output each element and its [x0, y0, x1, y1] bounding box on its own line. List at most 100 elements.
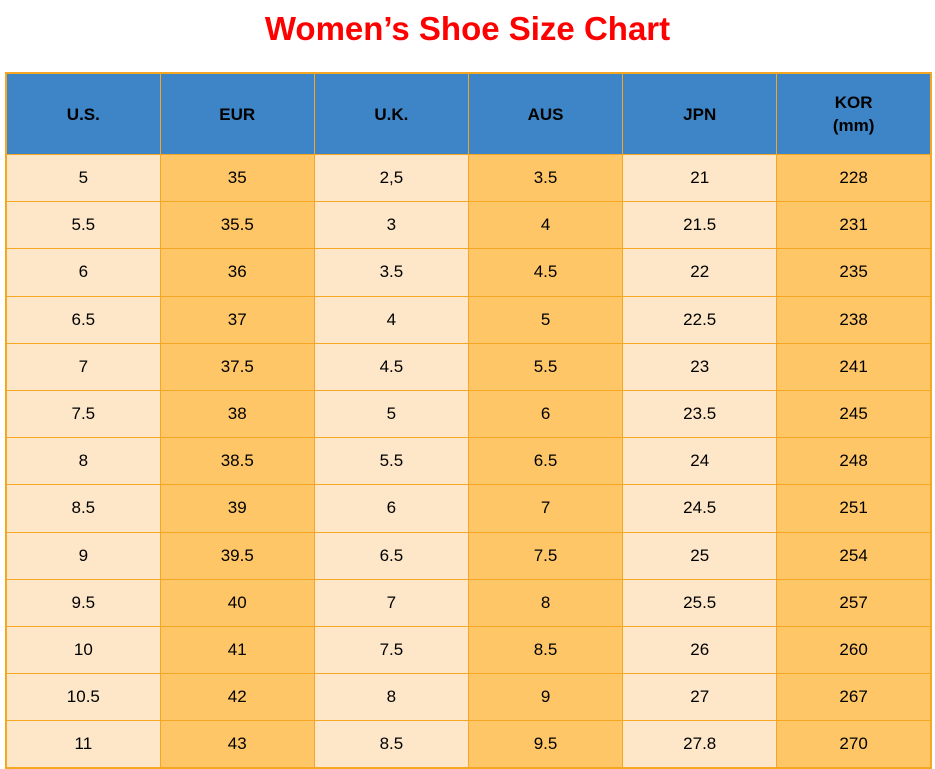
cell-u-s: 9: [5, 531, 161, 580]
cell-u-s: 8: [5, 437, 161, 486]
table-header-row: U.S. EUR U.K. AUS JPN KOR (mm): [5, 72, 932, 155]
cell-jpn: 27: [622, 673, 778, 722]
table-row: 9.5 40 7 8 25.5 257: [5, 578, 932, 627]
cell-eur: 37: [159, 295, 315, 344]
cell-eur: 41: [159, 625, 315, 675]
table-row: 11 43 8.5 9.5 27.8 270: [5, 720, 932, 769]
cell-u-s: 8.5: [5, 484, 161, 533]
table-header: U.S. EUR U.K. AUS JPN KOR (mm): [5, 72, 932, 155]
cell-u-k: 6.5: [313, 531, 469, 580]
cell-aus: 9.5: [467, 720, 624, 769]
cell-jpn: 26: [622, 625, 778, 675]
cell-jpn: 21: [622, 153, 778, 203]
cell-aus: 8: [467, 578, 624, 627]
column-header-label: EUR: [219, 104, 256, 124]
cell-eur: 38.5: [159, 437, 315, 486]
cell-eur: 39.5: [159, 531, 315, 580]
cell-aus: 5.5: [467, 342, 624, 391]
column-header-jpn: JPN: [622, 72, 778, 155]
cell-u-k: 8.5: [313, 720, 469, 769]
cell-u-s: 5.5: [5, 201, 161, 250]
cell-kor: 254: [776, 531, 932, 580]
cell-eur: 35: [159, 153, 315, 203]
cell-eur: 38: [159, 389, 315, 439]
cell-aus: 6.5: [467, 437, 624, 486]
column-header-label: AUS: [527, 104, 564, 124]
cell-u-k: 3: [313, 201, 469, 250]
cell-jpn: 21.5: [622, 201, 778, 250]
cell-kor: 267: [776, 673, 932, 722]
cell-u-s: 7.5: [5, 389, 161, 439]
cell-u-s: 6.5: [5, 295, 161, 344]
cell-u-k: 5.5: [313, 437, 469, 486]
column-header-u-s: U.S.: [5, 72, 161, 155]
cell-u-s: 5: [5, 153, 161, 203]
cell-u-k: 7: [313, 578, 469, 627]
cell-aus: 3.5: [467, 153, 624, 203]
column-header-u-k: U.K.: [313, 72, 469, 155]
cell-jpn: 22: [622, 248, 778, 297]
table-body: 5 35 2,5 3.5 21 228 5.5 35.5 3 4 21.5 231 6 36 3.5 4.5 2…: [5, 153, 932, 769]
column-header-aus: AUS: [467, 72, 624, 155]
cell-u-s: 10.5: [5, 673, 161, 722]
table-row: 5.5 35.5 3 4 21.5 231: [5, 201, 932, 250]
cell-u-k: 4: [313, 295, 469, 344]
cell-eur: 39: [159, 484, 315, 533]
cell-u-s: 7: [5, 342, 161, 391]
cell-jpn: 23.5: [622, 389, 778, 439]
column-header-eur: EUR: [159, 72, 315, 155]
cell-aus: 4.5: [467, 248, 624, 297]
cell-jpn: 25: [622, 531, 778, 580]
cell-u-k: 4.5: [313, 342, 469, 391]
table-row: 5 35 2,5 3.5 21 228: [5, 153, 932, 203]
table-row: 9 39.5 6.5 7.5 25 254: [5, 531, 932, 580]
column-header-kor: KOR (mm): [776, 72, 932, 155]
cell-u-k: 7.5: [313, 625, 469, 675]
cell-aus: 7.5: [467, 531, 624, 580]
cell-jpn: 27.8: [622, 720, 778, 769]
cell-kor: 241: [776, 342, 932, 391]
cell-u-s: 9.5: [5, 578, 161, 627]
column-header-label: JPN: [683, 104, 717, 124]
cell-kor: 228: [776, 153, 932, 203]
page-title: Women’s Shoe Size Chart: [264, 10, 671, 47]
cell-kor: 257: [776, 578, 932, 627]
cell-u-k: 3.5: [313, 248, 469, 297]
cell-eur: 42: [159, 673, 315, 722]
cell-aus: 8.5: [467, 625, 624, 675]
cell-eur: 43: [159, 720, 315, 769]
table-row: 6 36 3.5 4.5 22 235: [5, 248, 932, 297]
column-header-label: U.K.: [374, 104, 409, 124]
cell-aus: 7: [467, 484, 624, 533]
cell-u-s: 10: [5, 625, 161, 675]
column-header-unit: (mm): [832, 116, 875, 135]
cell-jpn: 24: [622, 437, 778, 486]
cell-kor: 248: [776, 437, 932, 486]
cell-jpn: 22.5: [622, 295, 778, 344]
cell-u-s: 6: [5, 248, 161, 297]
cell-eur: 40: [159, 578, 315, 627]
cell-kor: 260: [776, 625, 932, 675]
cell-aus: 9: [467, 673, 624, 722]
cell-aus: 6: [467, 389, 624, 439]
cell-u-k: 6: [313, 484, 469, 533]
column-header-label: U.S.: [66, 104, 100, 124]
cell-jpn: 25.5: [622, 578, 778, 627]
table-row: 7 37.5 4.5 5.5 23 241: [5, 342, 932, 391]
cell-eur: 36: [159, 248, 315, 297]
cell-jpn: 23: [622, 342, 778, 391]
cell-u-k: 5: [313, 389, 469, 439]
table-row: 8 38.5 5.5 6.5 24 248: [5, 437, 932, 486]
table-row: 10 41 7.5 8.5 26 260: [5, 625, 932, 675]
cell-kor: 238: [776, 295, 932, 344]
cell-u-k: 2,5: [313, 153, 469, 203]
cell-eur: 37.5: [159, 342, 315, 391]
table-row: 8.5 39 6 7 24.5 251: [5, 484, 932, 533]
cell-u-k: 8: [313, 673, 469, 722]
cell-kor: 231: [776, 201, 932, 250]
table-row: 7.5 38 5 6 23.5 245: [5, 389, 932, 439]
cell-kor: 245: [776, 389, 932, 439]
cell-u-s: 11: [5, 720, 161, 769]
column-header-label: KOR: [834, 93, 873, 112]
